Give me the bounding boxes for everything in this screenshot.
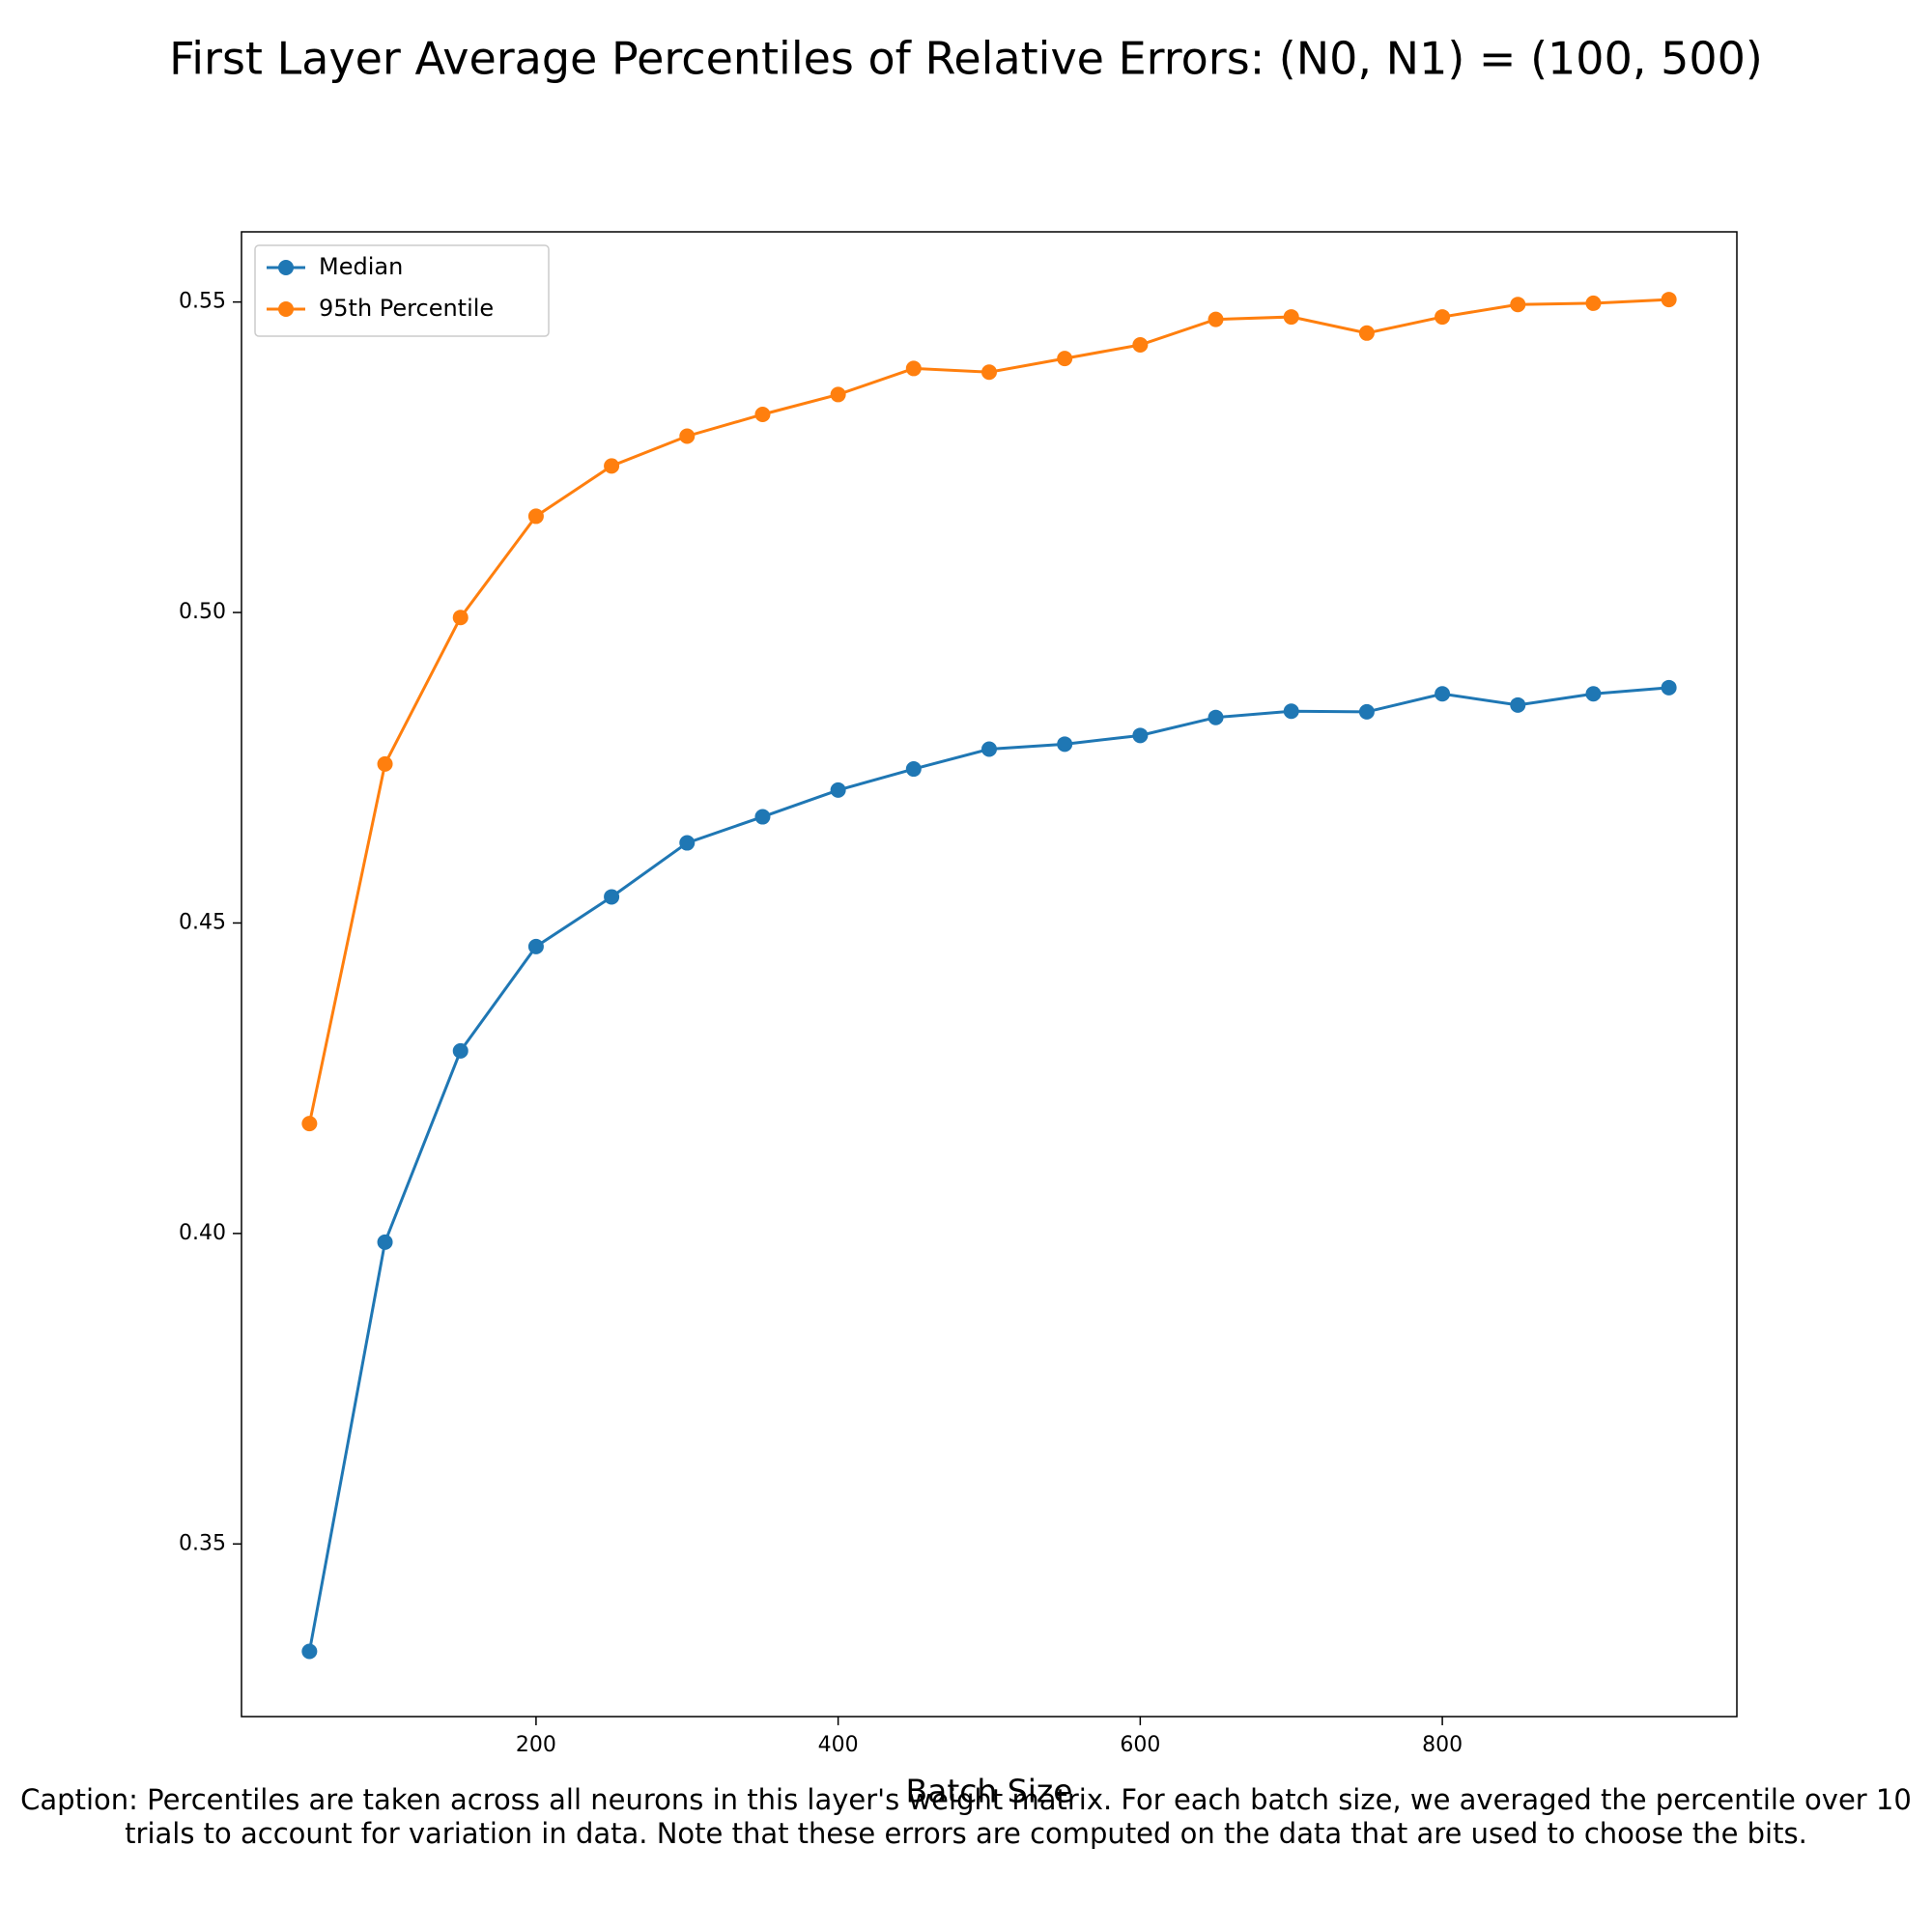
data-point — [981, 741, 997, 757]
data-point — [301, 1116, 318, 1132]
y-tick-label: 0.40 — [179, 1221, 226, 1245]
data-point — [1283, 703, 1299, 720]
y-tick-label: 0.50 — [179, 600, 226, 624]
data-point — [1057, 351, 1073, 367]
data-point — [527, 938, 544, 954]
data-point — [377, 1234, 393, 1250]
y-tick-label: 0.45 — [179, 910, 226, 934]
data-point — [905, 761, 922, 778]
data-point — [1510, 696, 1526, 713]
y-tick-label: 0.35 — [179, 1531, 226, 1555]
data-point — [830, 781, 846, 798]
legend-label: 95th Percentile — [319, 295, 494, 322]
legend-label: Median — [319, 253, 403, 280]
data-point — [1132, 727, 1149, 744]
x-tick-label: 600 — [1120, 1733, 1160, 1757]
data-point — [377, 755, 393, 772]
data-point — [981, 364, 997, 381]
legend-marker — [278, 301, 294, 317]
data-point — [1435, 686, 1451, 702]
data-point — [1585, 686, 1602, 702]
data-point — [679, 835, 696, 851]
y-tick-label: 0.55 — [179, 290, 226, 314]
data-point — [1208, 709, 1224, 725]
data-point — [604, 889, 620, 905]
legend-box — [254, 244, 550, 337]
series-line — [307, 298, 1669, 1124]
legend-marker — [278, 260, 294, 275]
data-point — [1435, 309, 1451, 326]
data-point — [1358, 703, 1375, 720]
x-tick-label: 400 — [818, 1733, 859, 1757]
x-tick-label: 200 — [516, 1733, 556, 1757]
x-tick-label: 800 — [1422, 1733, 1463, 1757]
data-point — [1132, 336, 1149, 353]
plot-frame — [241, 231, 1738, 1718]
data-point — [1283, 309, 1299, 326]
data-point — [905, 360, 922, 377]
series-line — [307, 686, 1669, 1652]
data-point — [1057, 736, 1073, 753]
data-point — [452, 610, 469, 626]
data-point — [604, 458, 620, 474]
data-point — [1585, 295, 1602, 311]
x-axis-label: Batch Size — [905, 1773, 1072, 1810]
data-point — [754, 406, 771, 422]
data-point — [527, 508, 544, 525]
data-point — [754, 809, 771, 825]
data-point — [1358, 325, 1375, 341]
data-point — [830, 386, 846, 403]
data-point — [1661, 679, 1677, 696]
data-point — [1661, 292, 1677, 308]
data-point — [1510, 297, 1526, 313]
data-point — [679, 428, 696, 444]
chart-title: First Layer Average Percentiles of Relat… — [169, 33, 1763, 85]
data-point — [1208, 311, 1224, 327]
data-point — [301, 1643, 318, 1660]
data-point — [452, 1042, 469, 1059]
caption: Caption: Percentiles are taken across al… — [20, 1783, 1912, 1850]
